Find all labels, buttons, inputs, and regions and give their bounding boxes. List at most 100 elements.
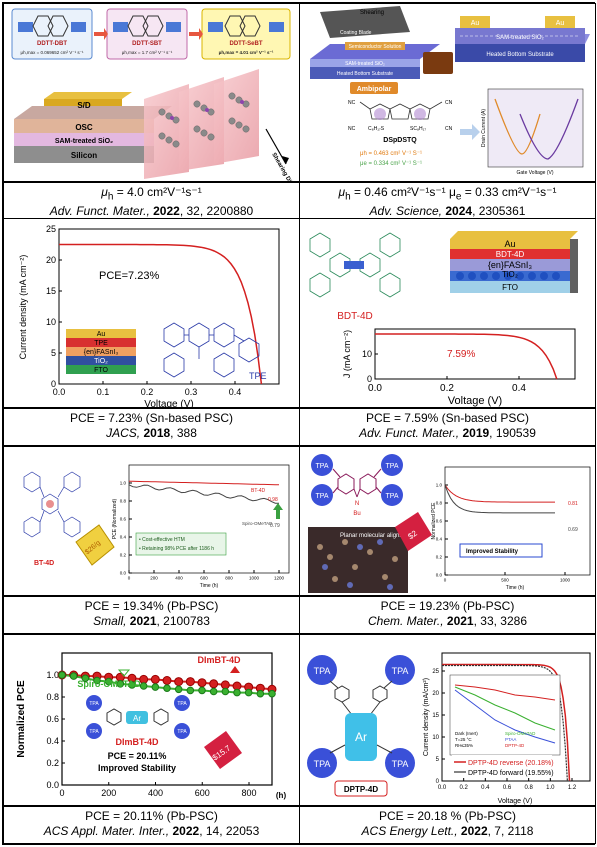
p3-ytick-1: 5 — [51, 348, 56, 358]
plot-frame — [128, 464, 290, 574]
p8-xtick-2: 0.4 — [481, 785, 490, 791]
molecule-name: BDT-4D — [337, 311, 373, 322]
molecule-name: BT-4D — [34, 560, 54, 567]
p5-ytick-4: 0.8 — [120, 499, 127, 504]
p7-point-0-9 — [162, 676, 172, 685]
caption-8-line2: ACS Energy Lett., 2022, 7, 2118 — [361, 824, 534, 838]
p3-ytick-2: 10 — [46, 317, 56, 327]
panel-2: Shearing Coating Blade Semiconductor Sol… — [299, 3, 596, 182]
p7-ytick-0: 0.0 — [46, 780, 59, 790]
caption-3: PCE = 7.23% (Sn-based PSC) JACS, 2018, 3… — [3, 408, 300, 446]
p3-ytick-3: 15 — [46, 286, 56, 296]
p7-xtick-3: 600 — [195, 788, 210, 798]
svg-text:TPA: TPA — [314, 666, 331, 676]
molecule-label-1: DDTT-DBT — [37, 41, 67, 47]
caption-1-line1: μh = 4.0 cm²V⁻¹s⁻¹ — [101, 185, 202, 203]
p7-point-1-8 — [151, 683, 160, 691]
svg-text:SC₈H₁₇: SC₈H₁₇ — [410, 126, 426, 132]
caption-5-line1: PCE = 19.34% (Pb-PSC) — [84, 599, 219, 613]
stability-label: Improved Stability — [98, 763, 176, 773]
arrow-icon — [460, 124, 480, 140]
p7-point-1-15 — [233, 688, 241, 697]
svg-text:TPA: TPA — [392, 759, 409, 769]
p3-ytick-4: 20 — [46, 255, 56, 265]
svg-text:0.81: 0.81 — [568, 501, 578, 507]
svg-text:Au: Au — [471, 20, 480, 27]
svg-text:Heated Bottom Substrate: Heated Bottom Substrate — [486, 52, 554, 58]
mobility-label-2: μh,max = 1.7 cm² V⁻¹ s⁻¹ — [122, 50, 173, 55]
p7-point-0-13 — [209, 679, 219, 689]
p3-ytick-0: 0 — [51, 379, 56, 389]
svg-text:• Retaining 98% PCE after 1186: • Retaining 98% PCE after 1186 h — [139, 546, 214, 552]
p8-xtick-5: 1.0 — [546, 785, 555, 791]
svg-text:TPA: TPA — [177, 701, 187, 707]
p5-xtick-5: 1000 — [249, 576, 260, 581]
bdt4d-molecule — [309, 232, 401, 298]
p8-ytick-3: 15 — [432, 713, 439, 719]
price-tag — [204, 731, 242, 769]
panel-7: 0 200 400 600 800 0.0 0.2 0.4 0.6 0.8 1.0 DImBT-4D… — [3, 634, 300, 806]
molecule-label-3: DDTT-SeBT — [230, 41, 263, 47]
p5-ytick-0: 0.0 — [120, 571, 127, 576]
p7-point-1-14 — [221, 687, 230, 696]
svg-text:Au: Au — [97, 331, 106, 338]
p7-ytick-2: 0.4 — [46, 736, 59, 746]
caption-7-line1: PCE = 20.11% (Pb-PSC) — [85, 809, 218, 823]
p8-ytick-5: 25 — [432, 669, 439, 675]
p3-xtick-0: 0.0 — [53, 387, 66, 397]
panel-6: TPA TPA TPA TPA N Bu Planar molecular al… — [299, 446, 596, 596]
svg-text:NC: NC — [348, 100, 356, 106]
p7-point-1-12 — [198, 686, 206, 695]
series-forward — [442, 664, 570, 782]
semiconductor-solution — [345, 42, 405, 50]
molecule-name: DPTP-4D — [344, 785, 378, 794]
p7-point-1-0 — [58, 671, 66, 679]
caption-2-line1: μh = 0.46 cm²V⁻¹s⁻¹ μe = 0.33 cm²V⁻¹s⁻¹ — [338, 185, 557, 203]
p7-point-1-10 — [174, 685, 183, 694]
ambipolar-badge — [350, 82, 398, 94]
svg-text:Normalized PCE: Normalized PCE — [431, 502, 437, 540]
shear-label: Shearing Direction — [270, 152, 300, 182]
caption-3-line1: PCE = 7.23% (Sn-based PSC) — [69, 411, 234, 425]
arrow-icon — [94, 28, 108, 40]
mobility-label-1: μh,max = 0.069652 cm² V⁻¹ s⁻¹ — [21, 50, 84, 55]
p8-xtick-6: 1.2 — [568, 785, 577, 791]
p7-point-1-7 — [139, 682, 148, 690]
svg-text:TPA: TPA — [89, 729, 99, 735]
panel-4-graphic: BDT-4D Au BDT-4D {en}FASnI₃ TiO₂ FTO 0.0… — [309, 231, 578, 407]
stability-box — [459, 543, 543, 558]
p5-ytick-2: 0.4 — [120, 535, 127, 540]
p5-xtick-4: 800 — [225, 576, 233, 581]
device-stack — [14, 92, 172, 163]
svg-text:Time (h): Time (h) — [200, 583, 219, 589]
p5-xtick-0: 0 — [128, 576, 131, 581]
y-axis-label: J (mA cm⁻²) — [342, 330, 352, 378]
x-axis-label: Voltage (V) — [448, 395, 502, 407]
au-electrode-2 — [545, 16, 575, 28]
arrow-icon — [189, 28, 203, 40]
caption-8-line1: PCE = 20.18 % (Pb-PSC) — [378, 809, 517, 823]
p7-point-1-4 — [104, 677, 113, 686]
svg-text:Ar: Ar — [133, 714, 141, 723]
p7-point-1-16 — [244, 688, 253, 697]
svg-text:N: N — [355, 501, 359, 507]
caption-6-line2: Chem. Mater., 2021, 33, 3286 — [367, 614, 527, 628]
p8-ytick-1: 5 — [436, 757, 440, 763]
p3-ytick-5: 25 — [46, 224, 56, 234]
panel-3: 0.0 0.1 0.2 0.3 0.4 0 5 10 15 20 25 Current densit… — [3, 218, 300, 408]
crystal-image — [423, 52, 453, 74]
svg-text:{en}FASnI₃: {en}FASnI₃ — [488, 260, 533, 270]
x-axis-label: (h) — [276, 791, 287, 800]
svg-text:Drain Current (A): Drain Current (A) — [481, 109, 487, 147]
panel-4: BDT-4D Au BDT-4D {en}FASnI₃ TiO₂ FTO 0.0… — [299, 218, 596, 408]
p8-xtick-0: 0.0 — [438, 785, 447, 791]
pce-label: PCE=7.23% — [99, 270, 159, 282]
y-axis-label: Current density (mA cm⁻²) — [18, 255, 28, 360]
caption-6-line1: PCE = 19.23% (Pb-PSC) — [380, 599, 515, 613]
p6-ytick-4: 0.8 — [436, 501, 443, 506]
svg-text:CN: CN — [445, 126, 453, 132]
p7-xtick-0: 0 — [59, 788, 64, 798]
down-arrow-icon — [117, 669, 131, 677]
p7-xtick-4: 800 — [241, 788, 256, 798]
molecule-spheres — [158, 92, 250, 148]
